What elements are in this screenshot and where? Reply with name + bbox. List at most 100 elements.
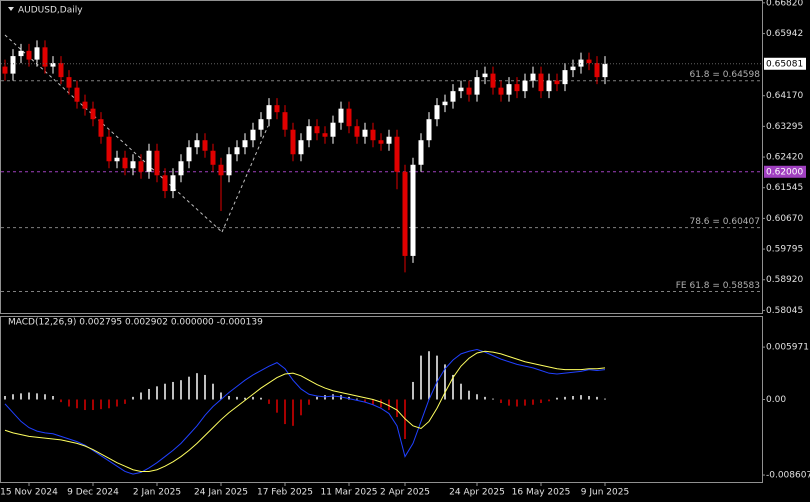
y-tick-label: -0.008607 [766,471,810,481]
candle-body [602,63,608,78]
candle-body [82,101,88,109]
candle-body [250,129,256,141]
candle-body [66,77,72,88]
x-tick-label: 24 Apr 2025 [449,488,505,498]
candle-body [130,161,136,169]
candle-body [546,80,552,92]
candle-body [18,50,24,57]
candle-body [482,73,488,78]
menu-arrow [8,7,14,11]
candle-body [386,136,392,144]
y-tick-label: 0.62420 [766,153,803,163]
candle-body [266,105,272,120]
candle-body [202,140,208,151]
candle-body [538,73,544,92]
candle-body [394,136,400,172]
y-tick-label: 0.58045 [766,306,803,316]
candle-body [514,84,520,92]
candle-body [554,80,560,85]
alert-tag [764,165,806,178]
candle-body [322,133,328,137]
candle-body [434,105,440,120]
candle-body [2,66,8,74]
x-tick-label: 17 Feb 2025 [257,488,313,498]
candle-body [458,87,464,92]
x-tick-label: 24 Jan 2025 [194,488,248,498]
candle-body [114,157,120,162]
y-tick-label: 0.59795 [766,245,803,255]
macd-line [4,348,606,475]
candle-body [362,129,368,137]
candle-body [522,80,528,92]
candle-body [346,108,352,127]
y-tick-label: 0.65942 [766,29,803,39]
y-tick-label: 0.63295 [766,122,803,132]
candle-body [594,63,600,78]
candle-body [170,175,176,192]
candle-body [50,63,56,67]
x-tick-label: 9 Dec 2024 [67,488,119,498]
fib-level-label: FE 61.8 = 0.58583 [676,281,760,291]
candle-body [74,87,80,102]
candle-body [274,105,280,113]
candle-body [338,108,344,123]
candle-body [154,150,160,176]
y-tick-label: 0.00 [766,395,786,405]
candle-body [26,50,32,60]
trend-line [221,125,269,233]
candle-body [530,73,536,81]
candle-body [98,119,104,137]
candle-body [234,147,240,155]
candle-body [450,91,456,102]
candle-body [490,73,496,88]
candle-body [90,108,96,120]
y-tick-label: 0.58920 [766,275,803,285]
candle-body [138,161,144,172]
y-tick-label: 0.60670 [766,214,803,224]
y-tick-label: 0.66820 [766,0,803,8]
candle-body [122,157,128,169]
candle-body [298,140,304,155]
candle-body [258,119,264,130]
candle-body [194,140,200,148]
candle-body [418,140,424,165]
current-price-label: 0.65081 [766,59,803,69]
x-tick-label: 16 May 2025 [512,488,571,498]
y-tick-label: 0.005971 [766,343,809,353]
macd-line [4,350,606,472]
candle-body [106,136,112,162]
candle-body [162,175,168,192]
candle-body [178,161,184,176]
candle-body [218,164,224,176]
candle-body [402,171,408,256]
y-tick-label: 0.64170 [766,91,803,101]
fib-level-label: 78.6 = 0.60407 [689,217,760,227]
candle-body [306,126,312,141]
candle-body [570,66,576,71]
candle-body [442,101,448,106]
candle-body [426,119,432,141]
macd-title: MACD(12,26,9) 0.002795 0.002902 0.000000… [8,318,263,328]
candle-body [186,147,192,162]
trend-line [4,34,223,233]
candle-body [506,84,512,95]
candle-body [282,112,288,130]
candle-body [410,164,416,256]
candle-body [466,87,472,95]
x-tick-label: 11 Mar 2025 [320,488,377,498]
candle-body [498,87,504,95]
candle-body [314,126,320,134]
candle-body [378,140,384,144]
x-tick-label: 2 Jan 2025 [133,488,181,498]
candle-body [474,77,480,95]
candle-body [10,56,16,74]
x-tick-label: 15 Nov 2024 [0,488,58,498]
x-tick-label: 2 Apr 2025 [380,488,430,498]
y-tick-label: 0.61545 [766,183,803,193]
candle-body [586,59,592,64]
candle-body [210,150,216,165]
chart-title: AUDUSD,Daily [18,6,83,16]
candle-body [242,140,248,148]
